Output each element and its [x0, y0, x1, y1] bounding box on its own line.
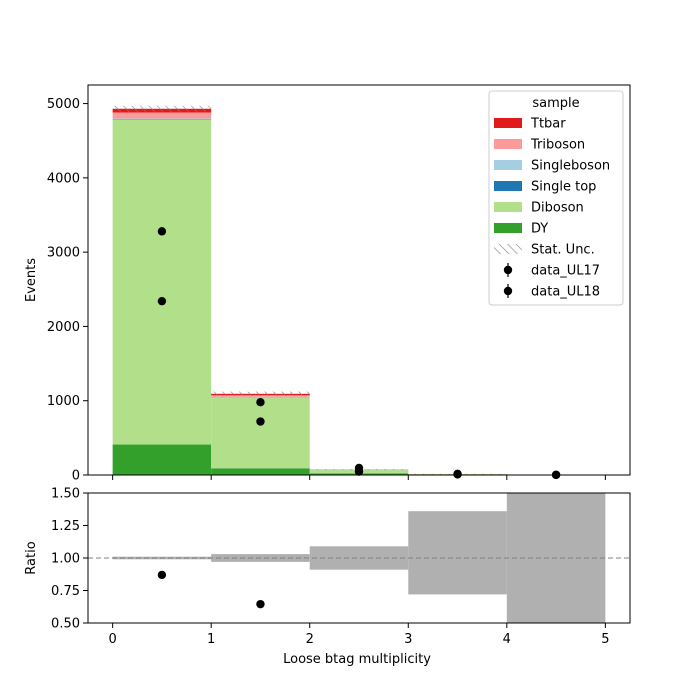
- legend-label: Stat. Unc.: [531, 243, 595, 258]
- legend-label: Triboson: [530, 138, 585, 153]
- legend-frame: [488, 90, 624, 306]
- ratio-x-tick-label: 2: [306, 632, 314, 647]
- ratio-y-tick-label: 1.00: [51, 552, 80, 567]
- x-axis-label: Loose btag multiplicity: [283, 652, 431, 667]
- legend-label: DY: [531, 222, 548, 237]
- ratio-point: [256, 599, 265, 609]
- stat-unc-band: [112, 105, 212, 112]
- legend-swatch: [494, 160, 522, 170]
- legend: sample Ttbar Triboson Singleboson Single to…: [488, 90, 624, 306]
- legend-label: Singleboson: [531, 159, 610, 174]
- ratio-x-tick-label: 1: [207, 632, 215, 647]
- legend-label: data_UL18: [531, 285, 600, 300]
- legend-label: Diboson: [531, 201, 584, 216]
- main-y-tick-label: 2000: [47, 320, 80, 335]
- legend-swatch-hatch: [494, 244, 522, 254]
- main-y-tick-label: 3000: [47, 246, 80, 261]
- ratio-y-tick-label: 1.25: [51, 519, 80, 534]
- main-y-tick-label: 5000: [47, 97, 80, 112]
- bar-triboson: [112, 112, 212, 119]
- legend-swatch: [494, 181, 522, 191]
- ratio-y-tick-label: 0.75: [51, 584, 80, 599]
- ratio-x-tick-label: 5: [601, 632, 609, 647]
- ratio-y-tick-label: 0.50: [51, 617, 80, 632]
- data-point-data_ul18: [157, 296, 167, 306]
- data-point-data_ul18: [453, 470, 462, 479]
- ratio-plot: 0 1 2 3 4 5 0.50 0.75 1.00 1.25 1.50 Ratio Loose …: [24, 487, 631, 667]
- ratio-x-tick-label: 3: [404, 632, 412, 647]
- bar-diboson: [211, 397, 310, 469]
- main-y-axis-label: Events: [24, 258, 39, 302]
- legend-marker: [503, 286, 513, 296]
- main-y-tick-label: 4000: [47, 171, 80, 186]
- legend-marker: [503, 265, 513, 275]
- data-point-data_ul17: [256, 398, 265, 407]
- main-y-tick-label: 1000: [47, 394, 80, 409]
- ratio-x-tick-label: 0: [108, 632, 116, 647]
- main-plot: 0 1000 2000 3000 4000 5000 Events: [24, 84, 631, 484]
- legend-label: data_UL17: [531, 264, 600, 279]
- ratio-point: [157, 570, 167, 580]
- bar-singleboson: [112, 118, 212, 120]
- data-point-data_ul18: [354, 467, 364, 476]
- main-y-tick-label: 0: [72, 469, 80, 484]
- main-plot-frame: [87, 84, 631, 476]
- data-point-data_ul17: [157, 227, 167, 236]
- ratio-y-tick-label: 1.50: [51, 487, 80, 502]
- legend-label: Ttbar: [530, 117, 566, 132]
- legend-label: Single top: [531, 180, 596, 195]
- stat-unc-band: [211, 391, 310, 397]
- bar-dy: [112, 444, 212, 475]
- bar-diboson: [112, 119, 212, 445]
- ratio-unc-band: [408, 511, 507, 595]
- legend-swatch: [494, 139, 522, 149]
- legend-swatch: [494, 223, 522, 233]
- ratio-x-tick-label: 4: [503, 632, 511, 647]
- ratio-y-axis-label: Ratio: [24, 541, 39, 574]
- ratio-unc-band: [309, 546, 409, 570]
- legend-swatch: [494, 118, 522, 128]
- data-point-data_ul18: [256, 417, 265, 426]
- bar-dy: [211, 468, 310, 475]
- legend-title: sample: [532, 96, 579, 111]
- legend-swatch: [494, 202, 522, 212]
